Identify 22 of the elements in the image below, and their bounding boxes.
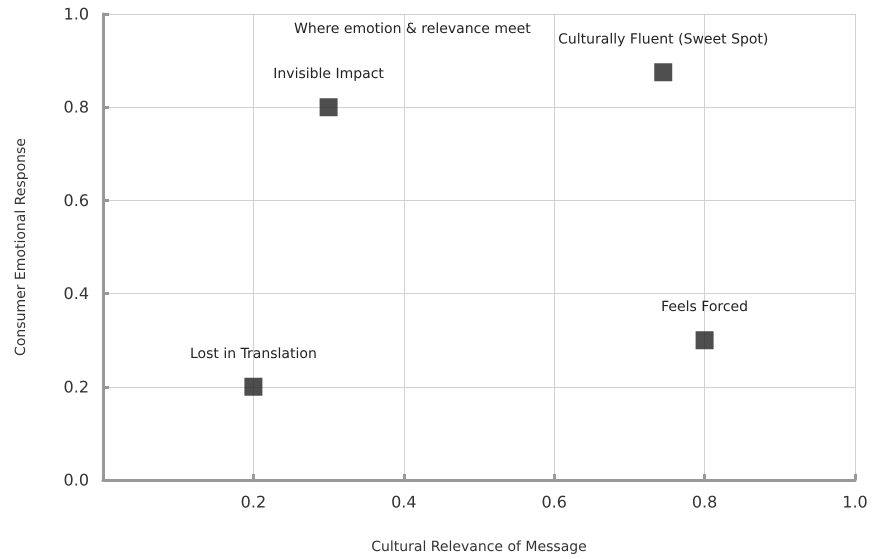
x-axis-title: Cultural Relevance of Message <box>371 539 587 555</box>
x-tick-label: 1.0 <box>842 492 868 512</box>
annotation: Invisible Impact <box>273 66 384 82</box>
x-tick-label: 0.2 <box>240 492 266 512</box>
point <box>654 63 672 82</box>
y-tick-label: 0.6 <box>64 190 89 210</box>
y-tick-label: 0.4 <box>64 284 89 304</box>
y-tick-label: 0.0 <box>64 470 89 490</box>
x-tick-label: 0.4 <box>391 492 417 512</box>
y-tick-label: 0.2 <box>64 377 89 396</box>
x-tick-label: 0.8 <box>692 492 718 512</box>
point <box>320 98 338 116</box>
annotation: Culturally Fluent (Sweet Spot) <box>558 31 768 48</box>
annotation: Lost in Translation <box>190 346 317 362</box>
point <box>244 378 262 396</box>
text: Where emotion & relevance meet <box>294 21 532 37</box>
annotation: Feels Forced <box>661 299 748 316</box>
y-axis-title: Consumer Emotional Response <box>13 138 29 356</box>
y-tick-label: 1.0 <box>64 4 89 24</box>
y-tick-label: 0.8 <box>64 98 89 117</box>
x-tick-label: 0.6 <box>541 492 567 512</box>
point <box>696 331 714 350</box>
